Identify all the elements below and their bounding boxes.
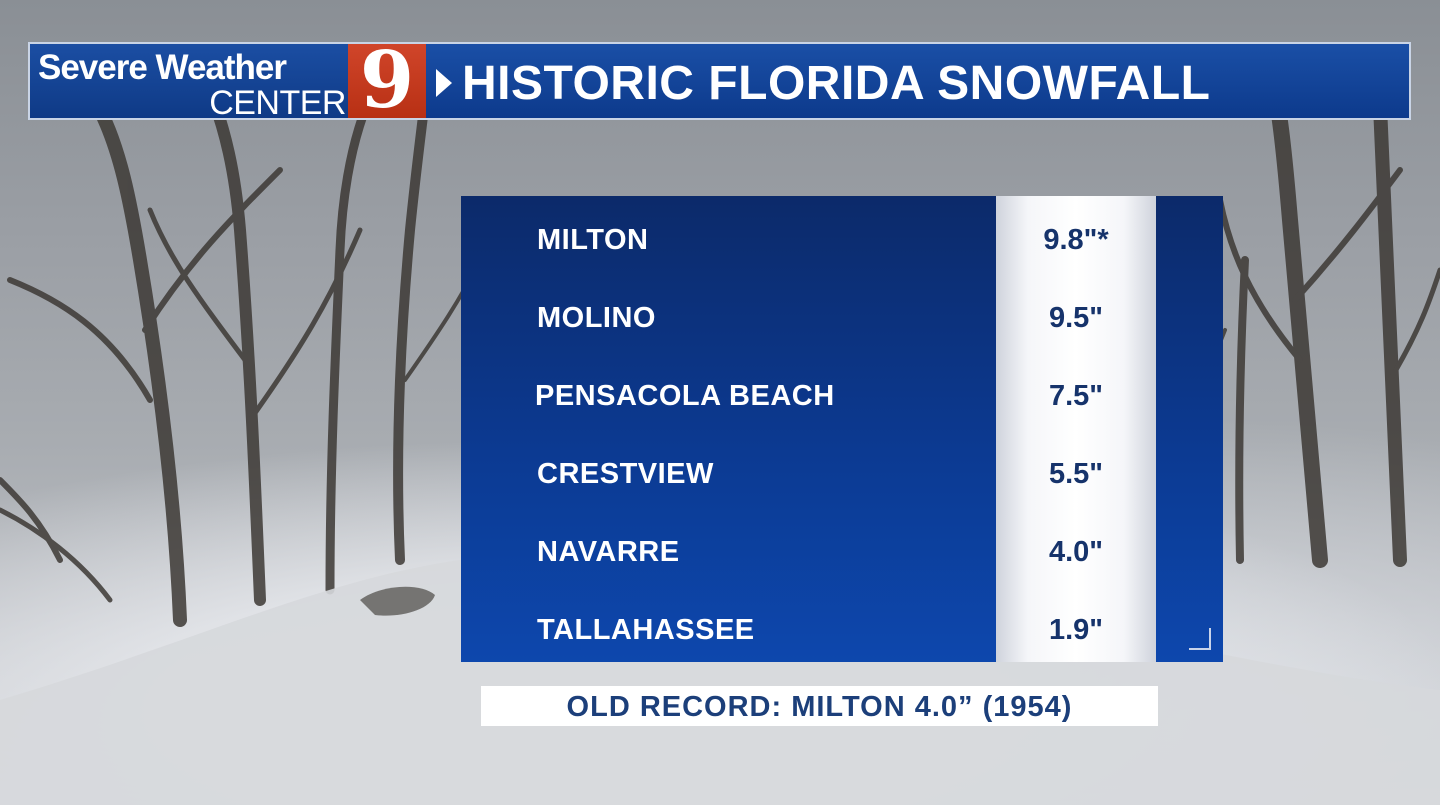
header-bar: Severe Weather CENTER 9 HISTORIC FLORIDA…	[28, 38, 1411, 124]
snowfall-table: MILTON 9.8"* MOLINO 9.5" PENSACOLA BEACH…	[461, 196, 1223, 662]
table-row: MOLINO 9.5"	[461, 278, 1223, 356]
location-name: TALLAHASSEE	[537, 614, 755, 646]
brand-line1: Severe Weather	[38, 48, 287, 87]
table-row: MILTON 9.8"*	[461, 200, 1223, 278]
channel-logo: 9	[348, 38, 426, 124]
title-bar: HISTORIC FLORIDA SNOWFALL	[426, 42, 1411, 120]
snow-amount: 9.5"	[1048, 302, 1104, 334]
brand-logo: Severe Weather CENTER	[28, 42, 348, 122]
table-row: CRESTVIEW 5.5"	[461, 434, 1223, 512]
table-row: TALLAHASSEE 1.9"	[461, 590, 1223, 668]
location-name: MOLINO	[537, 302, 656, 334]
location-name: NAVARRE	[537, 536, 680, 568]
location-name: PENSACOLA BEACH	[535, 380, 835, 412]
snow-amount: 4.0"	[1048, 536, 1104, 568]
old-record-note: OLD RECORD: MILTON 4.0” (1954)	[481, 686, 1158, 726]
snow-amount: 1.9"	[1048, 614, 1104, 646]
snow-amount: 5.5"	[1048, 458, 1104, 490]
table-row: PENSACOLA BEACH 7.5"	[461, 356, 1223, 434]
location-name: MILTON	[537, 224, 649, 256]
table-rows: MILTON 9.8"* MOLINO 9.5" PENSACOLA BEACH…	[461, 196, 1223, 662]
channel-number: 9	[359, 35, 415, 126]
amount-column	[996, 196, 1156, 662]
corner-bracket-icon	[1189, 628, 1211, 650]
play-triangle-icon	[436, 69, 452, 97]
table-row: NAVARRE 4.0"	[461, 512, 1223, 590]
snow-amount: 7.5"	[1048, 380, 1104, 412]
location-name: CRESTVIEW	[537, 458, 714, 490]
snow-amount: 9.8"*	[1043, 224, 1109, 256]
old-record-text: OLD RECORD: MILTON 4.0” (1954)	[566, 691, 1073, 723]
page-title: HISTORIC FLORIDA SNOWFALL	[462, 57, 1211, 110]
brand-line2: CENTER	[209, 84, 346, 122]
